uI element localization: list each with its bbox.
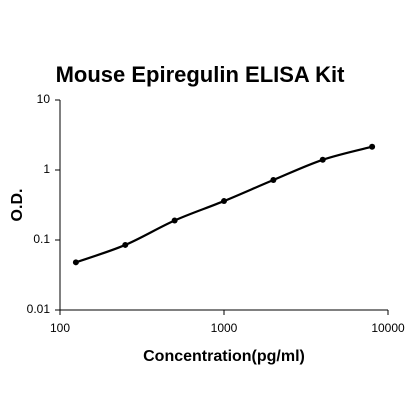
data-point — [319, 156, 326, 163]
y-tick-label: 1 — [43, 162, 50, 176]
data-point — [122, 241, 129, 248]
x-axis-label: Concentration(pg/ml) — [143, 348, 305, 365]
data-point — [270, 176, 277, 183]
data-point — [171, 217, 178, 224]
x-tick-label: 10000 — [371, 321, 405, 335]
data-point — [221, 198, 227, 205]
y-axis-label: O.D. — [9, 189, 26, 222]
fit-line — [75, 145, 373, 264]
x-tick-label: 1000 — [211, 321, 238, 335]
y-tick-label: 10 — [37, 92, 51, 106]
data-point — [369, 143, 376, 150]
data-point — [72, 259, 79, 266]
y-tick-label: 0.1 — [33, 232, 50, 246]
x-tick-label: 100 — [50, 321, 70, 335]
y-tick-label: 0.01 — [27, 302, 51, 316]
chart-title: Mouse Epiregulin ELISA Kit — [56, 62, 346, 87]
